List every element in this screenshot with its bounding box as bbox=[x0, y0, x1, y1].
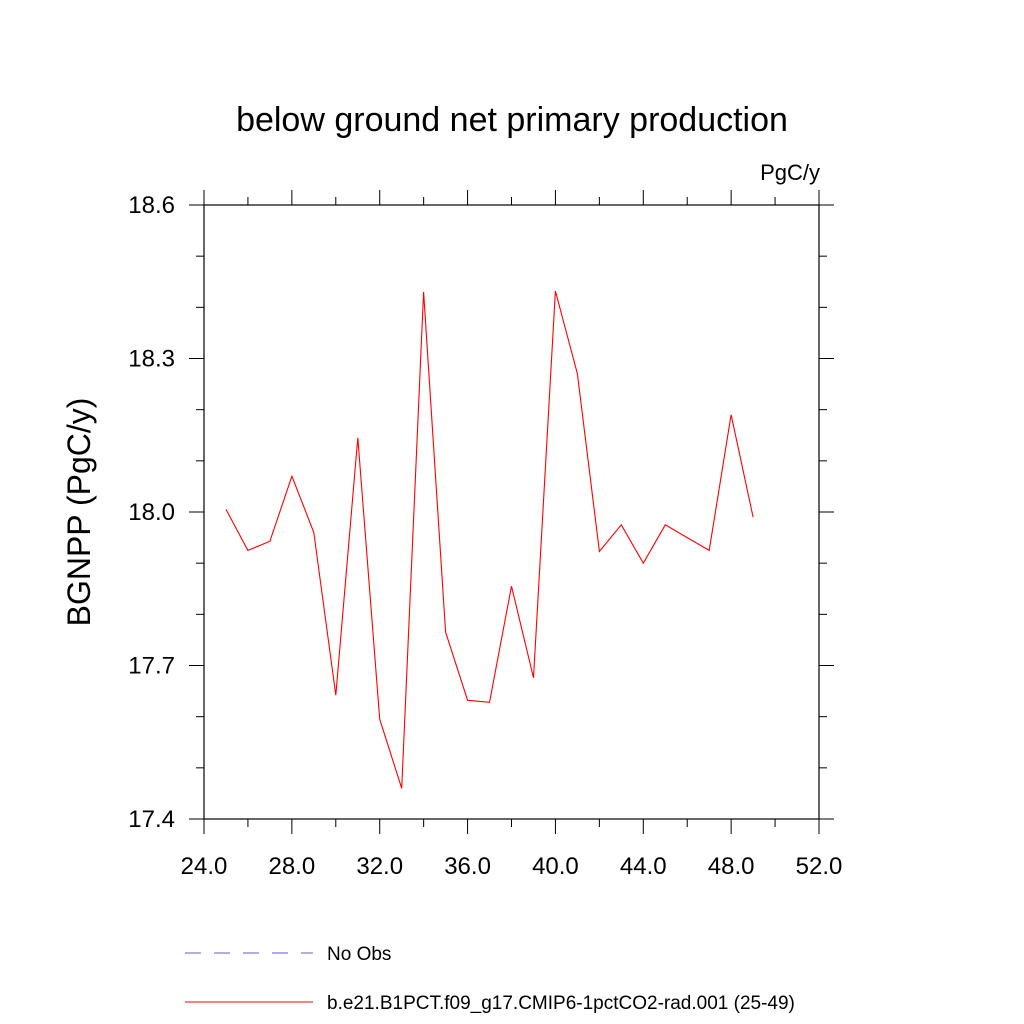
series-layer bbox=[225, 290, 754, 789]
axis-tick-labels: 24.0 28.0 32.0 36.0 40.0 44.0 48.0 52.0 17.4 17.7… bbox=[128, 192, 842, 880]
y-axis-label: BGNPP (PgC/y) bbox=[61, 398, 97, 627]
y-tick-label: 18.3 bbox=[128, 346, 175, 373]
x-tick-label: 24.0 bbox=[181, 853, 228, 880]
y-tick-label: 18.6 bbox=[128, 192, 175, 219]
x-tick-label: 52.0 bbox=[796, 853, 843, 880]
x-tick-label: 28.0 bbox=[268, 853, 315, 880]
chart-title: below ground net primary production bbox=[236, 101, 788, 139]
legend-label: b.e21.B1PCT.f09_g17.CMIP6-1pctCO2-rad.00… bbox=[327, 993, 795, 1014]
x-tick-label: 32.0 bbox=[356, 853, 403, 880]
plot-frame bbox=[203, 204, 820, 820]
units-label: PgC/y bbox=[760, 160, 820, 185]
x-tick-label: 36.0 bbox=[444, 853, 491, 880]
legend: No Obs b.e21.B1PCT.f09_g17.CMIP6-1pctCO2-… bbox=[185, 944, 795, 1014]
axis-ticks bbox=[189, 190, 834, 834]
series-line bbox=[225, 290, 754, 789]
legend-label: No Obs bbox=[327, 944, 391, 965]
x-tick-label: 48.0 bbox=[708, 853, 755, 880]
y-tick-label: 18.0 bbox=[128, 499, 175, 526]
y-tick-label: 17.7 bbox=[128, 653, 175, 680]
y-tick-label: 17.4 bbox=[128, 806, 175, 833]
x-tick-label: 40.0 bbox=[532, 853, 579, 880]
x-tick-label: 44.0 bbox=[620, 853, 667, 880]
